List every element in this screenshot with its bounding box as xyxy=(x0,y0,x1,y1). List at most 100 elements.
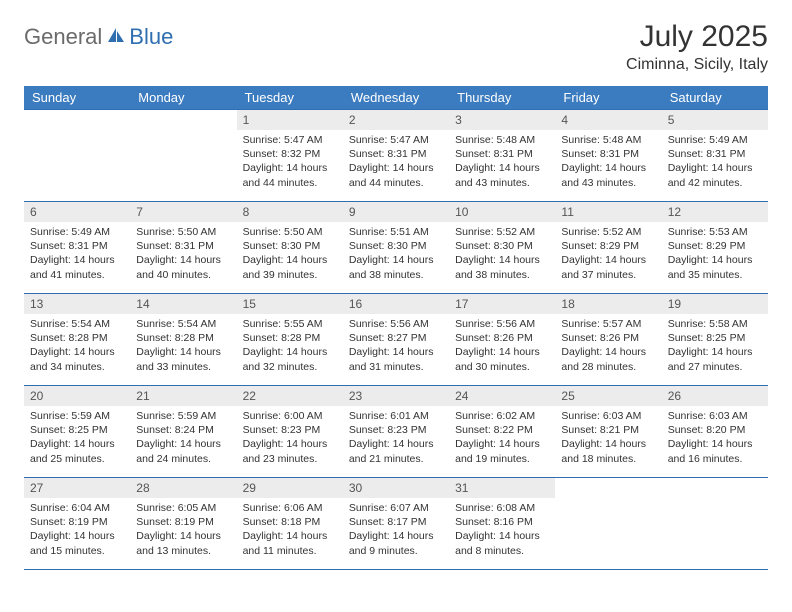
sunrise-text: Sunrise: 5:48 AM xyxy=(561,133,655,147)
day-number: 25 xyxy=(555,386,661,406)
day-body: Sunrise: 6:03 AMSunset: 8:20 PMDaylight:… xyxy=(662,406,768,470)
title-block: July 2025 Ciminna, Sicily, Italy xyxy=(626,20,768,74)
daylight-text-1: Daylight: 14 hours xyxy=(455,161,549,175)
daylight-text-1: Daylight: 14 hours xyxy=(243,345,337,359)
sunset-text: Sunset: 8:27 PM xyxy=(349,331,443,345)
daylight-text-2: and 15 minutes. xyxy=(30,544,124,558)
daylight-text-1: Daylight: 14 hours xyxy=(136,253,230,267)
day-number: 14 xyxy=(130,294,236,314)
calendar-week-row: 6Sunrise: 5:49 AMSunset: 8:31 PMDaylight… xyxy=(24,202,768,294)
calendar-cell xyxy=(662,478,768,570)
calendar-cell: 30Sunrise: 6:07 AMSunset: 8:17 PMDayligh… xyxy=(343,478,449,570)
sunrise-text: Sunrise: 6:04 AM xyxy=(30,501,124,515)
sunset-text: Sunset: 8:22 PM xyxy=(455,423,549,437)
calendar-cell: 3Sunrise: 5:48 AMSunset: 8:31 PMDaylight… xyxy=(449,110,555,202)
day-number: 30 xyxy=(343,478,449,498)
daylight-text-1: Daylight: 14 hours xyxy=(668,161,762,175)
header: General Blue July 2025 Ciminna, Sicily, … xyxy=(24,20,768,74)
sunset-text: Sunset: 8:25 PM xyxy=(30,423,124,437)
sunrise-text: Sunrise: 5:58 AM xyxy=(668,317,762,331)
daylight-text-2: and 42 minutes. xyxy=(668,176,762,190)
sunrise-text: Sunrise: 5:48 AM xyxy=(455,133,549,147)
calendar-cell: 15Sunrise: 5:55 AMSunset: 8:28 PMDayligh… xyxy=(237,294,343,386)
location: Ciminna, Sicily, Italy xyxy=(626,56,768,74)
calendar-cell: 2Sunrise: 5:47 AMSunset: 8:31 PMDaylight… xyxy=(343,110,449,202)
daylight-text-2: and 44 minutes. xyxy=(243,176,337,190)
sunset-text: Sunset: 8:30 PM xyxy=(455,239,549,253)
day-number: 13 xyxy=(24,294,130,314)
sunset-text: Sunset: 8:28 PM xyxy=(30,331,124,345)
day-number: 12 xyxy=(662,202,768,222)
sunrise-text: Sunrise: 5:57 AM xyxy=(561,317,655,331)
day-number: 7 xyxy=(130,202,236,222)
sunset-text: Sunset: 8:24 PM xyxy=(136,423,230,437)
sunset-text: Sunset: 8:31 PM xyxy=(561,147,655,161)
calendar-cell: 5Sunrise: 5:49 AMSunset: 8:31 PMDaylight… xyxy=(662,110,768,202)
sunrise-text: Sunrise: 5:49 AM xyxy=(668,133,762,147)
calendar-cell: 28Sunrise: 6:05 AMSunset: 8:19 PMDayligh… xyxy=(130,478,236,570)
sunset-text: Sunset: 8:32 PM xyxy=(243,147,337,161)
sunset-text: Sunset: 8:19 PM xyxy=(30,515,124,529)
day-body: Sunrise: 5:53 AMSunset: 8:29 PMDaylight:… xyxy=(662,222,768,286)
day-body: Sunrise: 5:50 AMSunset: 8:31 PMDaylight:… xyxy=(130,222,236,286)
daylight-text-2: and 39 minutes. xyxy=(243,268,337,282)
daylight-text-1: Daylight: 14 hours xyxy=(455,529,549,543)
sunset-text: Sunset: 8:29 PM xyxy=(668,239,762,253)
day-number: 29 xyxy=(237,478,343,498)
day-body: Sunrise: 5:52 AMSunset: 8:29 PMDaylight:… xyxy=(555,222,661,286)
daylight-text-1: Daylight: 14 hours xyxy=(30,345,124,359)
calendar-week-row: 20Sunrise: 5:59 AMSunset: 8:25 PMDayligh… xyxy=(24,386,768,478)
day-number: 15 xyxy=(237,294,343,314)
day-number: 31 xyxy=(449,478,555,498)
day-body: Sunrise: 5:49 AMSunset: 8:31 PMDaylight:… xyxy=(24,222,130,286)
sunset-text: Sunset: 8:19 PM xyxy=(136,515,230,529)
sunrise-text: Sunrise: 6:03 AM xyxy=(561,409,655,423)
day-number: 1 xyxy=(237,110,343,130)
weekday-header: Wednesday xyxy=(343,86,449,110)
sunset-text: Sunset: 8:18 PM xyxy=(243,515,337,529)
day-body: Sunrise: 6:01 AMSunset: 8:23 PMDaylight:… xyxy=(343,406,449,470)
sunrise-text: Sunrise: 5:49 AM xyxy=(30,225,124,239)
daylight-text-2: and 43 minutes. xyxy=(455,176,549,190)
sunset-text: Sunset: 8:23 PM xyxy=(349,423,443,437)
day-number: 11 xyxy=(555,202,661,222)
day-body: Sunrise: 5:59 AMSunset: 8:25 PMDaylight:… xyxy=(24,406,130,470)
sunrise-text: Sunrise: 5:52 AM xyxy=(455,225,549,239)
day-body: Sunrise: 5:47 AMSunset: 8:32 PMDaylight:… xyxy=(237,130,343,194)
sunset-text: Sunset: 8:31 PM xyxy=(668,147,762,161)
daylight-text-1: Daylight: 14 hours xyxy=(349,253,443,267)
day-body: Sunrise: 5:57 AMSunset: 8:26 PMDaylight:… xyxy=(555,314,661,378)
day-body: Sunrise: 5:47 AMSunset: 8:31 PMDaylight:… xyxy=(343,130,449,194)
daylight-text-1: Daylight: 14 hours xyxy=(136,529,230,543)
calendar-cell: 14Sunrise: 5:54 AMSunset: 8:28 PMDayligh… xyxy=(130,294,236,386)
sunset-text: Sunset: 8:31 PM xyxy=(349,147,443,161)
daylight-text-2: and 25 minutes. xyxy=(30,452,124,466)
sunrise-text: Sunrise: 5:59 AM xyxy=(136,409,230,423)
daylight-text-2: and 35 minutes. xyxy=(668,268,762,282)
calendar-cell: 31Sunrise: 6:08 AMSunset: 8:16 PMDayligh… xyxy=(449,478,555,570)
daylight-text-2: and 8 minutes. xyxy=(455,544,549,558)
day-body: Sunrise: 5:56 AMSunset: 8:27 PMDaylight:… xyxy=(343,314,449,378)
day-number: 3 xyxy=(449,110,555,130)
sunrise-text: Sunrise: 5:53 AM xyxy=(668,225,762,239)
daylight-text-2: and 27 minutes. xyxy=(668,360,762,374)
calendar-week-row: 27Sunrise: 6:04 AMSunset: 8:19 PMDayligh… xyxy=(24,478,768,570)
weekday-header: Monday xyxy=(130,86,236,110)
sunset-text: Sunset: 8:17 PM xyxy=(349,515,443,529)
sunset-text: Sunset: 8:26 PM xyxy=(455,331,549,345)
weekday-header: Friday xyxy=(555,86,661,110)
sunset-text: Sunset: 8:23 PM xyxy=(243,423,337,437)
day-body: Sunrise: 5:59 AMSunset: 8:24 PMDaylight:… xyxy=(130,406,236,470)
calendar-cell xyxy=(555,478,661,570)
calendar-cell: 20Sunrise: 5:59 AMSunset: 8:25 PMDayligh… xyxy=(24,386,130,478)
calendar-week-row: 13Sunrise: 5:54 AMSunset: 8:28 PMDayligh… xyxy=(24,294,768,386)
sunrise-text: Sunrise: 5:47 AM xyxy=(243,133,337,147)
brand-part2: Blue xyxy=(129,24,173,50)
sunset-text: Sunset: 8:30 PM xyxy=(243,239,337,253)
day-number: 6 xyxy=(24,202,130,222)
daylight-text-1: Daylight: 14 hours xyxy=(243,437,337,451)
sunrise-text: Sunrise: 6:02 AM xyxy=(455,409,549,423)
sunrise-text: Sunrise: 5:56 AM xyxy=(455,317,549,331)
sunset-text: Sunset: 8:25 PM xyxy=(668,331,762,345)
sunset-text: Sunset: 8:31 PM xyxy=(30,239,124,253)
